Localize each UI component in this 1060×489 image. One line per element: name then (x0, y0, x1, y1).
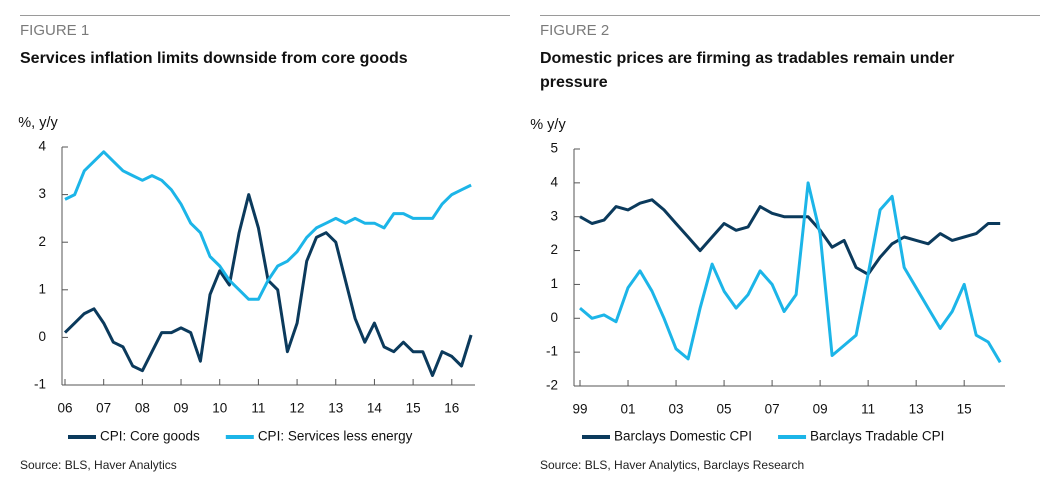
figure-label: FIGURE 2 (540, 22, 610, 39)
source: Source: BLS, Haver Analytics, Barclays R… (540, 458, 805, 472)
chart-title: Domestic prices are firming as tradables… (540, 50, 955, 91)
x-tick-label: 13 (328, 401, 343, 416)
chart-title: Services inflation limits downside from … (20, 50, 408, 67)
x-tick-label: 06 (57, 401, 72, 416)
x-tick-label: 07 (96, 401, 111, 416)
y-axis-unit: % y/y (530, 117, 566, 133)
x-tick-label: 03 (669, 402, 684, 417)
x-tick-label: 99 (572, 402, 587, 417)
legend-label: CPI: Services less energy (258, 429, 413, 444)
y-tick-label: 0 (38, 329, 46, 344)
legend-label: Barclays Domestic CPI (614, 429, 752, 444)
y-tick-label: 2 (38, 234, 46, 249)
x-tick-label: 05 (717, 402, 732, 417)
y-tick-label: 1 (38, 281, 46, 296)
y-axis-unit: %, y/y (18, 115, 58, 131)
y-tick-label: 3 (550, 208, 558, 223)
x-tick-label: 10 (212, 401, 227, 416)
series-line (579, 181, 1002, 364)
source: Source: BLS, Haver Analytics (20, 458, 177, 472)
figure-label: FIGURE 1 (20, 22, 90, 39)
x-tick-label: 12 (290, 401, 305, 416)
x-tick-label: 01 (621, 402, 636, 417)
y-tick-label: -1 (546, 344, 558, 359)
x-tick-label: 15 (957, 402, 972, 417)
x-tick-label: 09 (174, 401, 189, 416)
y-tick-label: 4 (38, 139, 46, 154)
y-tick-label: 3 (38, 186, 46, 201)
x-tick-label: 16 (444, 401, 459, 416)
panel: FIGURE 1 Services inflation limits downs… (20, 0, 510, 489)
y-tick-label: 5 (550, 141, 558, 156)
x-tick-label: 07 (765, 402, 780, 417)
panel: FIGURE 2 Domestic prices are firming as … (540, 0, 1040, 489)
y-tick-label: -1 (34, 377, 46, 392)
x-tick-label: 09 (813, 402, 828, 417)
series-line (64, 150, 472, 301)
divider (540, 15, 1040, 16)
divider (20, 15, 510, 16)
y-tick-label: 0 (550, 310, 558, 325)
series-line (579, 198, 1001, 276)
y-tick-label: 4 (550, 174, 558, 189)
y-tick-label: 1 (550, 276, 558, 291)
x-tick-label: 15 (406, 401, 421, 416)
y-tick-label: 2 (550, 242, 558, 257)
x-tick-label: 13 (909, 402, 924, 417)
y-tick-label: -2 (546, 378, 558, 393)
series-line (63, 193, 473, 377)
x-tick-label: 11 (861, 402, 875, 417)
x-tick-label: 08 (135, 401, 150, 416)
legend-label: Barclays Tradable CPI (810, 429, 944, 444)
x-tick-label: 14 (367, 401, 383, 416)
x-tick-label: 11 (251, 401, 265, 416)
legend-label: CPI: Core goods (100, 429, 200, 444)
